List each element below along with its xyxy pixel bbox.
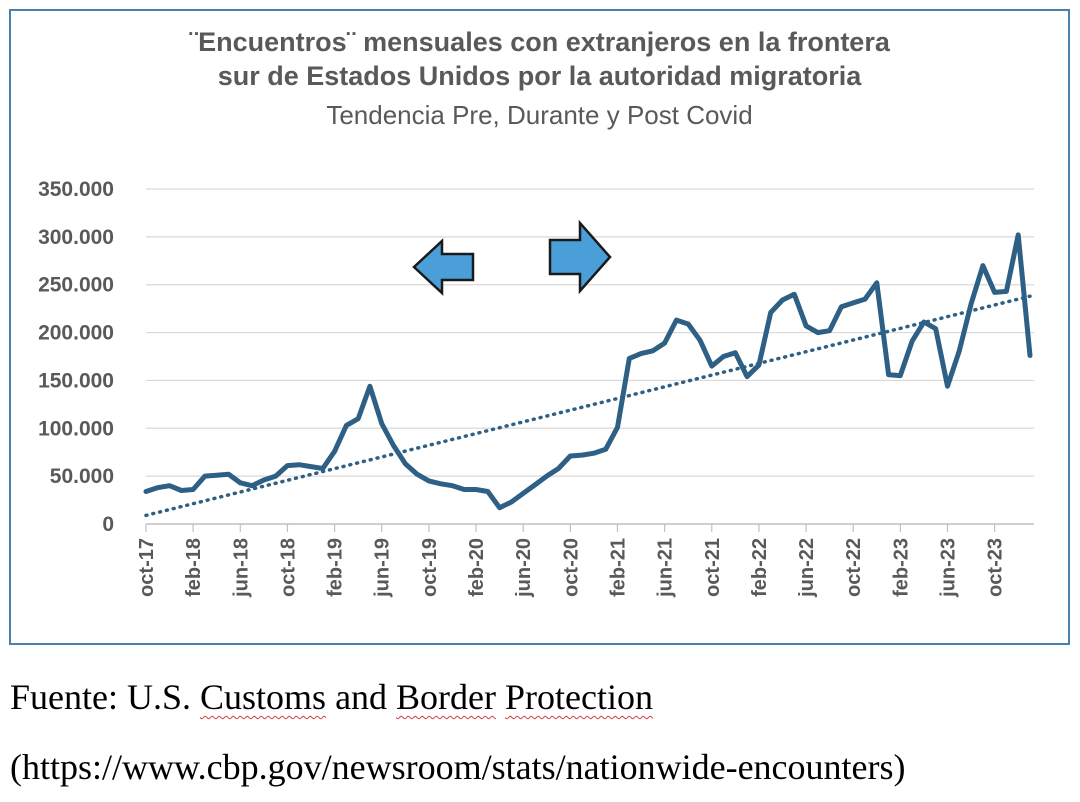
x-tick-label: oct-20 xyxy=(560,538,582,597)
caption-and: and xyxy=(326,677,397,717)
series-line-encounters xyxy=(143,232,1033,511)
series-layer xyxy=(143,232,1033,511)
x-tick-label: oct-22 xyxy=(843,538,865,597)
caption-prefix: Fuente: U.S. xyxy=(10,677,201,717)
x-tick-label: feb-22 xyxy=(749,538,771,597)
chart-subtitle: Tendencia Pre, Durante y Post Covid xyxy=(326,100,753,130)
x-tick-label: feb-23 xyxy=(890,538,912,597)
x-tick-label: jun-22 xyxy=(796,538,818,598)
caption-word-customs: Customs xyxy=(200,677,327,717)
x-tick-label: oct-23 xyxy=(985,538,1007,597)
chart-title-line-2: sur de Estados Unidos por la autoridad m… xyxy=(217,61,862,91)
trendline-layer xyxy=(144,294,1032,518)
source-url: (https://www.cbp.gov/newsroom/stats/nati… xyxy=(10,747,906,787)
y-tick-label: 200.000 xyxy=(38,322,114,345)
x-axis-ticks: oct-17 feb-18 jun-18 oct-18 feb-19 jun-19 oct-… xyxy=(136,538,1007,598)
left-arrow-icon xyxy=(412,238,475,296)
x-tick-label: oct-19 xyxy=(419,538,441,597)
x-tick-label: jun-18 xyxy=(230,538,252,598)
y-tick-label: 50.000 xyxy=(50,465,114,488)
x-tick-label: feb-20 xyxy=(466,538,488,597)
x-tick-label: oct-18 xyxy=(277,538,299,597)
y-tick-label: 350.000 xyxy=(38,178,114,201)
y-tick-label: 0 xyxy=(102,513,114,536)
caption-word-border: Border xyxy=(396,677,497,717)
chart-title-line-1: ¨Encuentros¨ mensuales con extranjeros e… xyxy=(189,27,890,57)
y-tick-label: 300.000 xyxy=(38,226,114,249)
caption-space xyxy=(496,677,505,717)
arrow-annotations xyxy=(412,219,612,296)
right-arrow-icon xyxy=(548,219,612,295)
chart-frame: ¨Encuentros¨ mensuales con extranjeros e… xyxy=(9,9,1070,645)
line-chart: 0 50.000 100.000 150.000 200.000 250.000 300.0… xyxy=(38,178,1034,598)
x-tick-label: feb-18 xyxy=(183,538,205,597)
y-tick-label: 100.000 xyxy=(38,417,114,440)
y-tick-label: 150.000 xyxy=(38,369,114,392)
source-caption: Fuente: U.S. Customs and Border Protecti… xyxy=(10,676,653,718)
x-tick-label: oct-17 xyxy=(136,538,158,597)
x-tick-label: jun-20 xyxy=(513,538,535,598)
x-tick-label: jun-21 xyxy=(655,538,677,598)
trendline xyxy=(144,294,1032,518)
caption-word-protection: Protection xyxy=(505,677,653,717)
y-axis-ticks: 0 50.000 100.000 150.000 200.000 250.000 300.0… xyxy=(38,178,114,536)
y-tick-label: 250.000 xyxy=(38,274,114,297)
x-tick-label: feb-19 xyxy=(325,538,347,597)
x-axis xyxy=(145,523,1034,532)
x-tick-label: jun-23 xyxy=(937,538,959,598)
gridlines xyxy=(146,188,1034,477)
x-tick-label: feb-21 xyxy=(607,538,629,597)
x-tick-label: oct-21 xyxy=(702,538,724,597)
x-tick-label: jun-19 xyxy=(372,538,394,598)
